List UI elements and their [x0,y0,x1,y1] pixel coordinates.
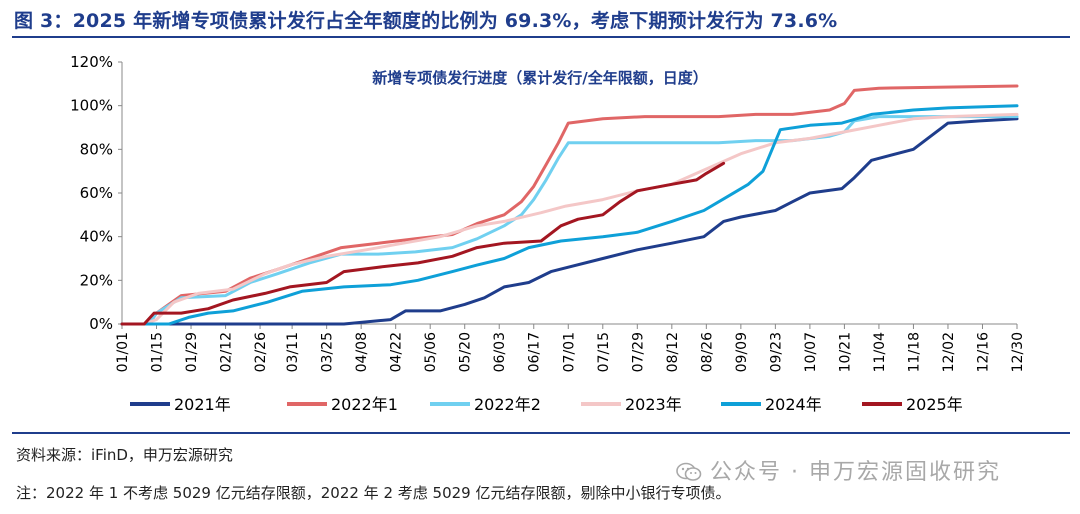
series-lines [120,84,1019,326]
legend-label: 2023年 [625,395,682,414]
x-tick-label: 12/16 [975,332,991,372]
x-tick-label: 01/29 [184,332,200,372]
x-tick-label: 11/04 [872,332,888,372]
x-tick-label: 07/29 [630,332,646,372]
y-tick-label: 20% [80,271,113,289]
x-tick-label: 01/15 [150,332,166,372]
y-tick-label: 100% [70,97,113,115]
x-tick-label: 06/03 [492,332,508,372]
x-tick-label: 09/09 [734,332,750,372]
x-tick-label: 03/25 [320,332,336,372]
axes: 0% 20% 40% 60% 80% 100% 120% 01/01 01/15 01/29 02/… [70,53,1026,372]
series-line-4 [120,112,1019,326]
series-line-1 [120,117,1019,326]
x-tick-label: 12/02 [941,332,957,372]
x-tick-label: 12/30 [1010,332,1026,372]
x-tick-label: 10/07 [803,332,819,372]
x-tick-label: 04/08 [354,332,370,372]
legend-label: 2025年 [906,395,963,414]
x-tick-label: 08/26 [699,332,715,372]
y-tick-label: 0% [89,315,113,333]
x-tick-label: 01/01 [115,332,131,372]
watermark-text: 公众号 · 申万宏源固收研究 [710,460,1001,485]
series-line-6 [120,161,726,326]
legend-label: 2024年 [765,395,822,414]
series-line-2 [120,84,1019,326]
x-tick-label: 08/12 [665,332,681,372]
series-line-5 [120,104,1019,326]
x-tick-label: 05/20 [458,332,474,372]
source-text: 资料来源：iFinD，申万宏源研究 [16,446,233,464]
x-tick-label: 07/01 [561,332,577,372]
x-tick-label: 07/15 [596,332,612,372]
x-tick-label: 10/21 [837,332,853,372]
y-tick-label: 60% [80,184,113,202]
x-tick-label: 02/26 [253,332,269,372]
legend-label: 2022年1 [331,395,398,414]
series-line-3 [120,115,1019,326]
figure-title: 图 3：2025 年新增专项债累计发行占全年额度的比例为 69.3%，考虑下期预… [14,10,838,32]
x-tick-label: 04/22 [389,332,405,372]
y-tick-label: 40% [80,228,113,246]
chart: 0% 20% 40% 60% 80% 100% 120% 01/01 01/15 01/29 02/… [70,53,1026,414]
title-rule [12,36,1070,38]
x-tick-label: 05/06 [423,332,439,372]
legend-label: 2022年2 [474,395,541,414]
legend-label: 2021年 [174,395,231,414]
x-tick-label: 03/11 [285,332,301,372]
wechat-icon [676,462,702,481]
x-tick-label: 06/17 [527,332,543,372]
chart-title: 新增专项债发行进度（累计发行/全年限额，日度） [372,69,707,87]
x-tick-label: 09/23 [768,332,784,372]
legend: 2021年 2022年1 2022年2 2023年 2024年 2025年 [130,395,963,414]
note-text: 注：2022 年 1 不考虑 5029 亿元结存限额，2022 年 2 考虑 5… [16,484,731,502]
x-tick-label: 11/18 [906,332,922,372]
watermark: 公众号 · 申万宏源固收研究 [676,454,1001,486]
footer-rule [12,432,1070,434]
y-tick-label: 80% [80,140,113,158]
y-tick-label: 120% [70,53,113,71]
x-tick-label: 02/12 [219,332,235,372]
